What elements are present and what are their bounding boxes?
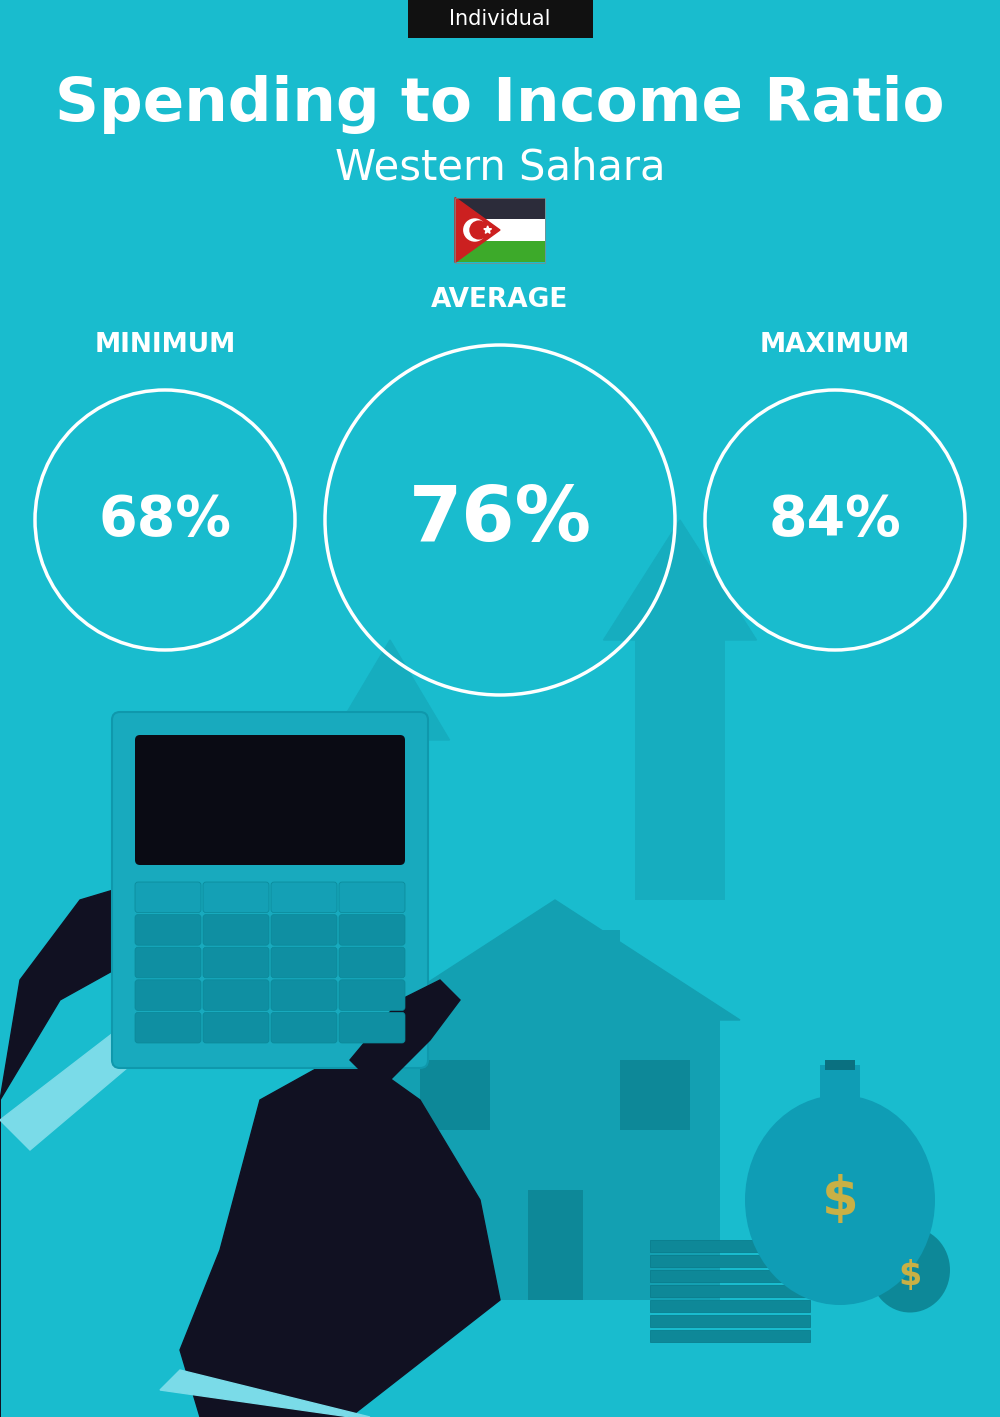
Bar [650, 1285, 810, 1297]
FancyBboxPatch shape [339, 881, 405, 913]
Polygon shape [130, 720, 360, 900]
Bar [455, 241, 545, 262]
FancyBboxPatch shape [339, 1012, 405, 1043]
Text: 68%: 68% [98, 493, 232, 547]
Bar [650, 1240, 810, 1253]
Text: Western Sahara: Western Sahara [335, 147, 665, 188]
Bar [455, 197, 545, 262]
Bar [355, 740, 425, 981]
Text: $: $ [822, 1175, 858, 1226]
Bar [620, 1060, 690, 1129]
FancyBboxPatch shape [271, 881, 337, 913]
Polygon shape [350, 981, 460, 1090]
Text: Individual: Individual [449, 9, 551, 28]
Bar [650, 1255, 810, 1267]
Bar [650, 1270, 810, 1282]
Text: Spending to Income Ratio: Spending to Income Ratio [55, 75, 945, 135]
FancyBboxPatch shape [203, 914, 269, 945]
Bar [390, 1020, 720, 1299]
Bar [408, 0, 592, 38]
Circle shape [469, 221, 488, 239]
Polygon shape [370, 900, 740, 1020]
FancyBboxPatch shape [203, 979, 269, 1010]
Polygon shape [604, 520, 757, 640]
FancyBboxPatch shape [135, 947, 201, 978]
Bar [455, 220, 545, 241]
FancyBboxPatch shape [339, 914, 405, 945]
FancyBboxPatch shape [339, 979, 405, 1010]
Bar [455, 197, 545, 220]
FancyBboxPatch shape [135, 881, 201, 913]
Polygon shape [160, 1370, 370, 1417]
FancyBboxPatch shape [135, 914, 201, 945]
Bar [528, 1190, 582, 1299]
FancyBboxPatch shape [271, 914, 337, 945]
Text: AVERAGE: AVERAGE [431, 288, 569, 313]
Bar [650, 1299, 810, 1312]
Ellipse shape [745, 1095, 935, 1305]
FancyBboxPatch shape [203, 1012, 269, 1043]
FancyBboxPatch shape [135, 735, 405, 864]
Bar [650, 1331, 810, 1342]
FancyBboxPatch shape [339, 947, 405, 978]
Text: 84%: 84% [769, 493, 901, 547]
Polygon shape [330, 640, 450, 740]
FancyBboxPatch shape [112, 711, 428, 1068]
FancyBboxPatch shape [271, 1012, 337, 1043]
FancyBboxPatch shape [203, 881, 269, 913]
Polygon shape [484, 225, 492, 234]
Bar [650, 1315, 810, 1326]
Bar [825, 1060, 855, 1070]
FancyBboxPatch shape [271, 947, 337, 978]
Text: MAXIMUM: MAXIMUM [760, 332, 910, 359]
Bar [635, 640, 725, 900]
Text: 76%: 76% [409, 483, 592, 557]
Polygon shape [0, 820, 300, 1417]
Bar [820, 1066, 860, 1100]
FancyBboxPatch shape [135, 979, 201, 1010]
Circle shape [463, 218, 486, 242]
Bar [590, 930, 620, 1010]
FancyBboxPatch shape [203, 947, 269, 978]
Ellipse shape [870, 1227, 950, 1312]
Polygon shape [180, 1050, 500, 1417]
Text: $: $ [898, 1258, 922, 1291]
Bar [420, 1060, 490, 1129]
Bar [895, 1227, 925, 1241]
FancyBboxPatch shape [135, 1012, 201, 1043]
Text: MINIMUM: MINIMUM [94, 332, 236, 359]
FancyBboxPatch shape [271, 979, 337, 1010]
Polygon shape [0, 1020, 160, 1151]
Polygon shape [455, 197, 500, 262]
